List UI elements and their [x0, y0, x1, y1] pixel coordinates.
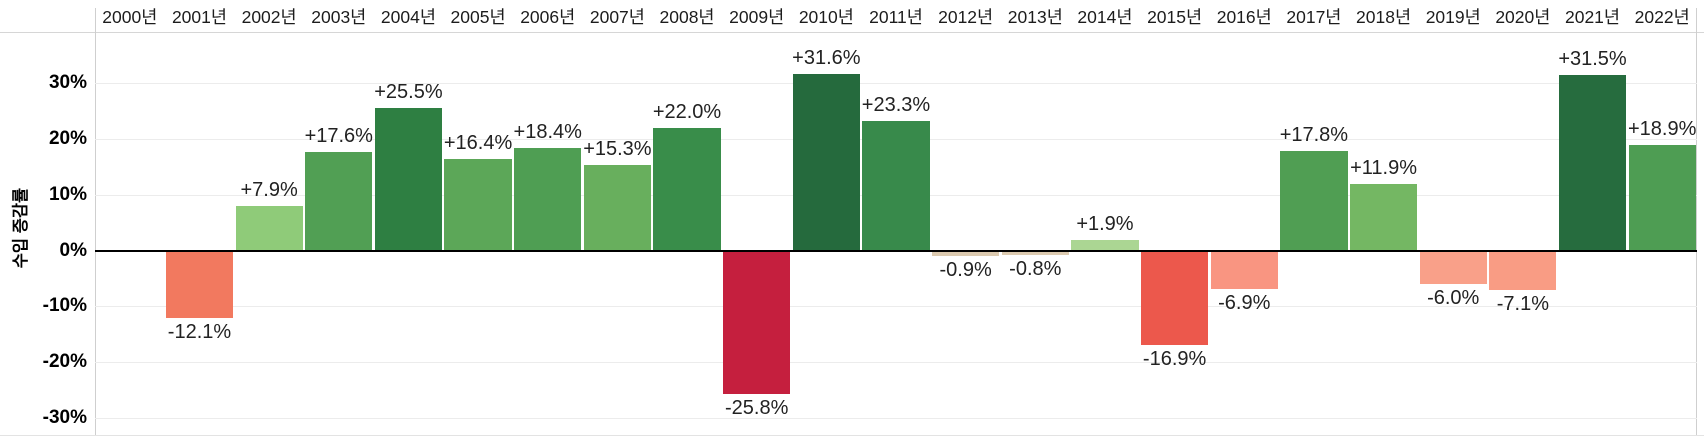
- bar-value-label-2017: +17.8%: [1279, 124, 1349, 147]
- bar-2020[interactable]: [1489, 250, 1557, 291]
- gridline--10%: [95, 306, 1697, 308]
- bar-value-label-2007: +15.3%: [583, 138, 652, 161]
- y-axis-tick-30%: 30%: [48, 72, 87, 94]
- bar-value-label-2013: -0.8%: [1009, 257, 1062, 280]
- x-axis-label-2018: 2018년: [1356, 7, 1412, 27]
- bar-2021[interactable]: [1558, 74, 1627, 251]
- bar-value-label-2021: +31.5%: [1558, 47, 1627, 70]
- bar-value-label-2015: -16.9%: [1142, 347, 1207, 370]
- x-axis-label-2022: 2022년: [1634, 7, 1690, 27]
- x-axis-label-2011: 2011년: [869, 7, 923, 27]
- y-axis-title: 수입 증감률: [12, 187, 30, 269]
- bar-2015[interactable]: [1140, 250, 1209, 345]
- bar-value-label-2014: +1.9%: [1076, 212, 1134, 235]
- bar-2007[interactable]: [583, 165, 651, 251]
- x-axis-label-2005: 2005년: [450, 7, 506, 27]
- x-axis-label-2017: 2017년: [1286, 7, 1342, 27]
- x-axis-label-2014: 2014년: [1077, 7, 1133, 27]
- x-axis-label-2002: 2002년: [241, 7, 297, 27]
- x-axis-label-2016: 2016년: [1216, 7, 1272, 27]
- x-axis-label-2004: 2004년: [380, 7, 436, 27]
- bar-2006[interactable]: [514, 147, 582, 251]
- x-axis-label-2008: 2008년: [659, 7, 715, 27]
- x-axis-label-2010: 2010년: [798, 7, 854, 27]
- x-axis-label-2000: 2000년: [102, 7, 158, 27]
- bar-2022[interactable]: [1628, 145, 1696, 251]
- x-axis-label-2003: 2003년: [311, 7, 367, 27]
- bar-value-label-2009: -25.8%: [725, 397, 789, 420]
- bar-2002[interactable]: [235, 206, 303, 251]
- bar-value-label-2020: -7.1%: [1496, 293, 1549, 316]
- zero-baseline: [95, 249, 1697, 252]
- bar-2016[interactable]: [1210, 250, 1278, 289]
- y-axis-tick--10%: -10%: [42, 295, 87, 317]
- bar-2013[interactable]: [1001, 250, 1069, 255]
- plot-top-border: [0, 32, 1704, 33]
- bar-value-label-2003: +17.6%: [304, 125, 373, 148]
- x-axis-label-2009: 2009년: [729, 7, 785, 27]
- y-axis-tick-20%: 20%: [48, 128, 87, 149]
- bar-value-label-2011: +23.3%: [861, 93, 931, 116]
- x-axis-label-2013: 2013년: [1007, 7, 1063, 27]
- bar-2014[interactable]: [1071, 239, 1139, 251]
- x-axis-label-2019: 2019년: [1425, 7, 1481, 27]
- bar-value-label-2016: -6.9%: [1218, 291, 1271, 314]
- y-axis-tick-10%: 10%: [48, 183, 87, 205]
- bar-2004[interactable]: [374, 108, 443, 251]
- x-axis-label-2015: 2015년: [1147, 7, 1203, 27]
- x-axis-label-2001: 2001년: [171, 7, 227, 27]
- bar-2001[interactable]: [165, 250, 234, 318]
- bar-value-label-2012: -0.9%: [939, 258, 992, 281]
- y-axis-tick--30%: -30%: [42, 406, 87, 428]
- x-axis-label-2021: 2021년: [1564, 7, 1621, 27]
- x-axis-label-2020: 2020년: [1495, 7, 1551, 27]
- bar-2003[interactable]: [305, 152, 373, 251]
- bar-value-label-2022: +18.9%: [1627, 118, 1697, 141]
- x-axis-label-2006: 2006년: [520, 7, 576, 27]
- bar-2008[interactable]: [653, 127, 721, 251]
- bar-2017[interactable]: [1280, 151, 1348, 251]
- bar-value-label-2006: +18.4%: [513, 120, 582, 143]
- bar-2005[interactable]: [444, 159, 512, 251]
- bar-2019[interactable]: [1419, 250, 1487, 284]
- y-axis-tick-0%: 0%: [59, 239, 87, 261]
- bar-value-label-2002: +7.9%: [240, 179, 298, 202]
- bar-2018[interactable]: [1349, 184, 1418, 251]
- bar-2009[interactable]: [723, 250, 791, 395]
- bar-value-label-2010: +31.6%: [792, 47, 861, 70]
- y-axis-tick--20%: -20%: [42, 351, 87, 372]
- plot-left-border: [95, 8, 96, 435]
- x-axis-label-2007: 2007년: [589, 7, 645, 27]
- bar-2011[interactable]: [862, 120, 930, 251]
- bar-value-label-2018: +11.9%: [1350, 157, 1418, 180]
- gridline--20%: [95, 362, 1697, 363]
- gridline-30%: [95, 83, 1697, 85]
- x-axis-label-2012: 2012년: [938, 7, 994, 27]
- plot-bottom-border: [0, 435, 1704, 436]
- bar-2012[interactable]: [932, 250, 1000, 256]
- bar-value-label-2019: -6.0%: [1427, 286, 1480, 309]
- bar-value-label-2004: +25.5%: [374, 81, 443, 104]
- plot-right-border: [1696, 8, 1697, 435]
- bar-value-label-2008: +22.0%: [652, 100, 722, 123]
- bar-value-label-2001: -12.1%: [167, 320, 232, 343]
- bar-value-label-2005: +16.4%: [443, 132, 513, 155]
- gridline--30%: [95, 417, 1697, 419]
- bar-2010[interactable]: [792, 74, 860, 251]
